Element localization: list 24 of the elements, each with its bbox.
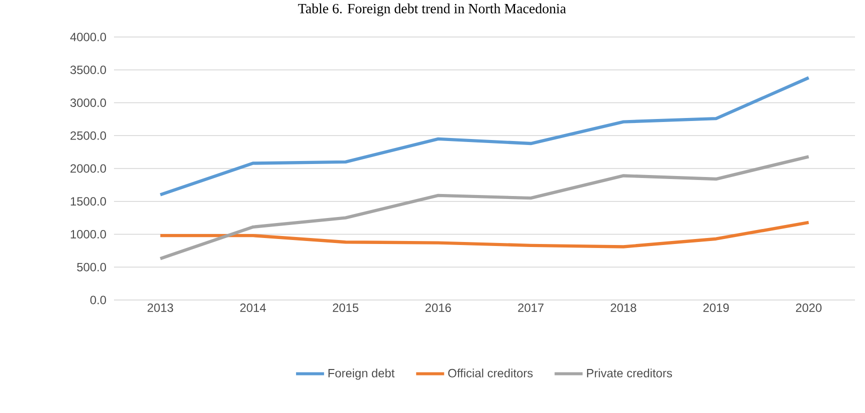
line-series	[158, 76, 810, 196]
chart-title: Table 6. Foreign debt trend in North Macedonia	[298, 4, 566, 16]
x-tick-label: 2014	[240, 304, 266, 312]
y-tick-label: 500.0	[77, 262, 106, 272]
x-tick-label: 2015	[332, 304, 358, 312]
line-series	[158, 155, 810, 260]
y-tick-label: 1000.0	[70, 230, 106, 238]
y-tick-label: 4000.0	[70, 32, 106, 42]
y-tick-label: 0.0	[90, 296, 106, 304]
x-tick-label: 2016	[425, 304, 451, 312]
legend-label: Private creditors	[587, 368, 672, 378]
y-tick-label: 1500.0	[70, 197, 106, 206]
x-tick-label: 2020	[796, 304, 822, 312]
x-tick-label: 2019	[703, 304, 729, 312]
x-tick-label: 2017	[518, 304, 544, 312]
legend-label: Foreign debt	[328, 368, 395, 380]
y-tick-label: 3500.0	[70, 66, 106, 74]
line-series	[158, 220, 810, 248]
x-tick-label: 2018	[610, 304, 636, 312]
x-tick-label: 2013	[148, 304, 174, 312]
y-tick-label: 2500.0	[70, 131, 106, 140]
y-tick-label: 2000.0	[70, 164, 106, 173]
y-tick-label: 3000.0	[70, 98, 106, 107]
legend-label: Official creditors	[448, 368, 533, 378]
